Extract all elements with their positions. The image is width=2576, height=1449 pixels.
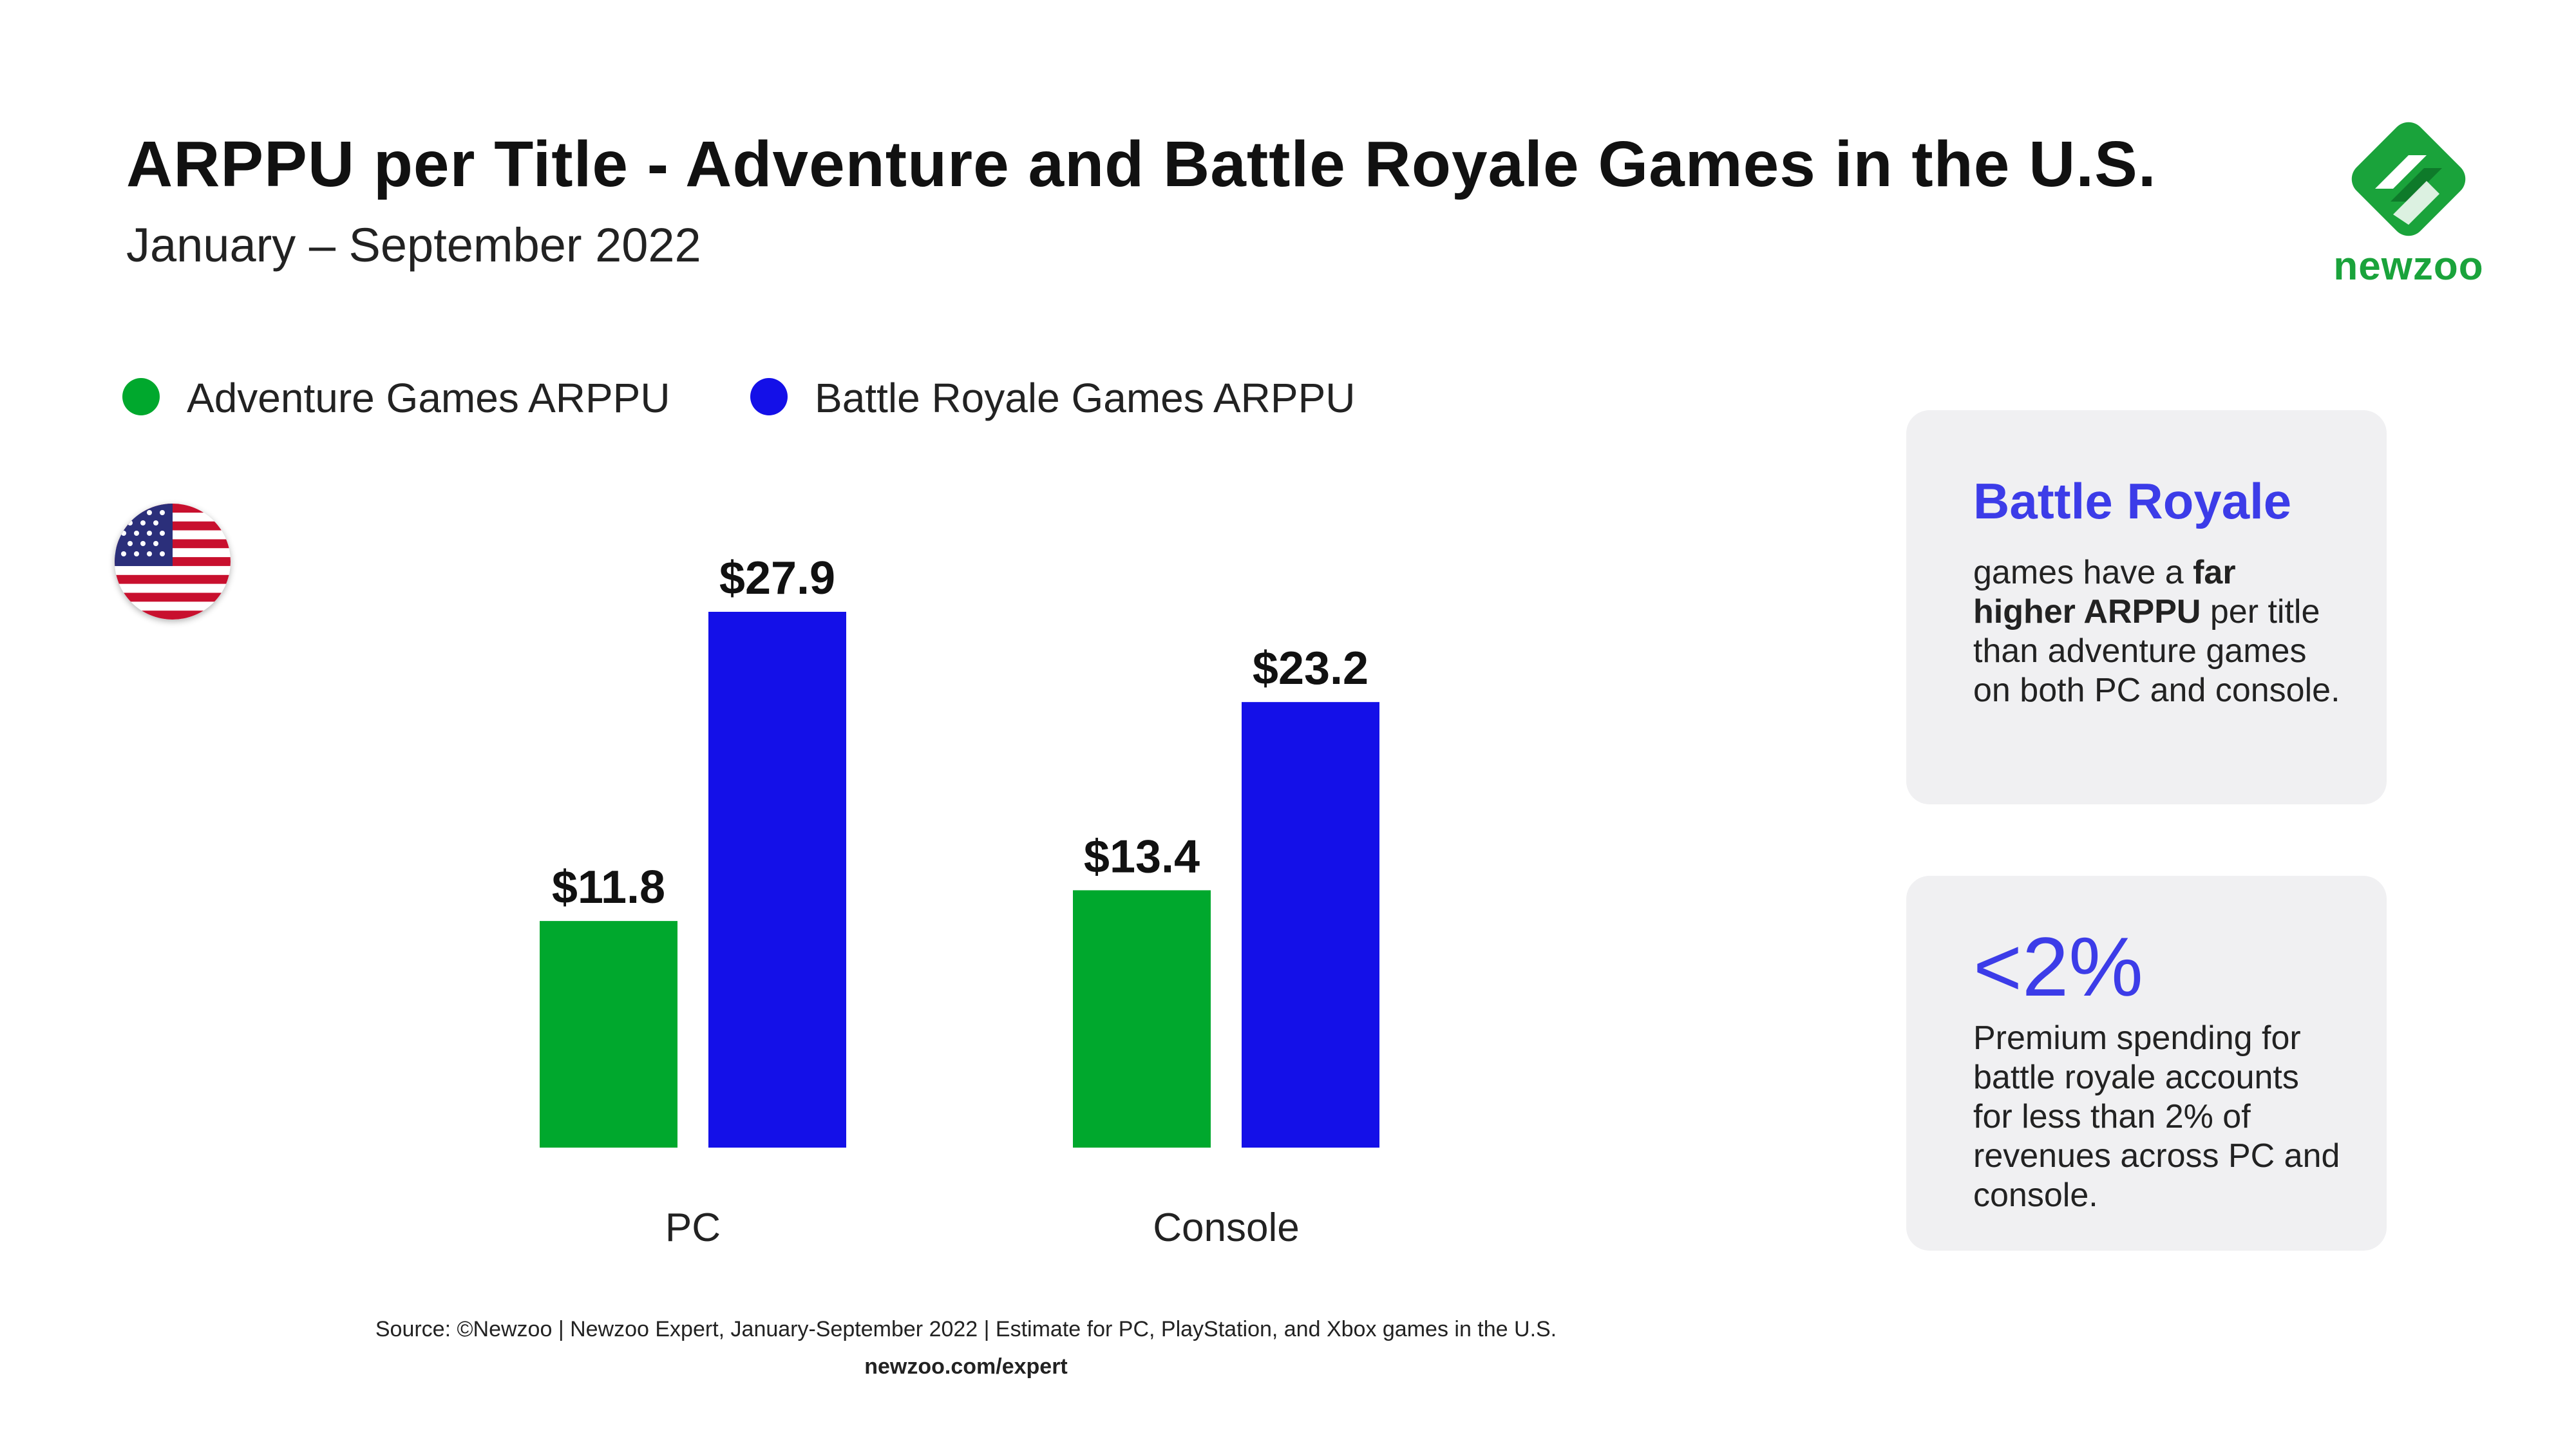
card-body-battle-royale: games have a far higher ARPPU per title …: [1973, 553, 2347, 710]
battle-royale-insight-card: Battle Royale games have a far higher AR…: [1906, 410, 2387, 804]
newzoo-logo-icon: [2351, 122, 2466, 236]
data-label-adventure-pc: $11.8: [552, 862, 665, 913]
bar-adventure-pc: [540, 921, 677, 1148]
legend-swatch-battle-royale: [750, 378, 788, 415]
premium-spending-card: <2% Premium spending for battle royale a…: [1906, 876, 2387, 1251]
page-subtitle: January – September 2022: [126, 218, 701, 272]
bar-battle-royale-pc: [708, 612, 846, 1148]
bar-group-pc: $11.8 $27.9 PC: [540, 553, 846, 1250]
newzoo-logo: newzoo: [2330, 115, 2487, 289]
page-title: ARPPU per Title - Adventure and Battle R…: [126, 128, 2157, 200]
bar-group-console: $13.4 $23.2 Console: [1073, 643, 1379, 1250]
newzoo-logo-text: newzoo: [2333, 244, 2484, 289]
x-tick-label-pc: PC: [665, 1206, 721, 1250]
data-label-battle-royale-console: $23.2: [1253, 643, 1368, 694]
card-body-text-2: per title than adventure games on both P…: [1973, 593, 2340, 709]
card-body-premium: Premium spending for battle royale accou…: [1973, 1019, 2340, 1214]
card-body-emphasis: far higher ARPPU: [1973, 554, 2236, 630]
bar-battle-royale-console: [1242, 702, 1379, 1148]
bar-chart: $11.8 $27.9 PC $13.4 $23.2 Console: [540, 553, 1379, 1250]
legend-label-battle-royale: Battle Royale Games ARPPU: [815, 375, 1356, 421]
card-body-text-1: games have a: [1973, 554, 2193, 591]
card-heading-battle-royale: Battle Royale: [1973, 473, 2292, 529]
legend-swatch-adventure: [122, 378, 160, 415]
us-flag-icon: [115, 504, 231, 620]
card-heading-premium: <2%: [1973, 920, 2143, 1014]
data-label-adventure-console: $13.4: [1084, 831, 1200, 882]
legend-label-adventure: Adventure Games ARPPU: [187, 375, 670, 421]
data-label-battle-royale-pc: $27.9: [719, 553, 835, 604]
source-url: newzoo.com/expert: [864, 1354, 1068, 1379]
bar-adventure-console: [1073, 890, 1211, 1148]
source-note: Source: ©Newzoo | Newzoo Expert, January…: [375, 1317, 1557, 1341]
x-tick-label-console: Console: [1153, 1206, 1299, 1250]
